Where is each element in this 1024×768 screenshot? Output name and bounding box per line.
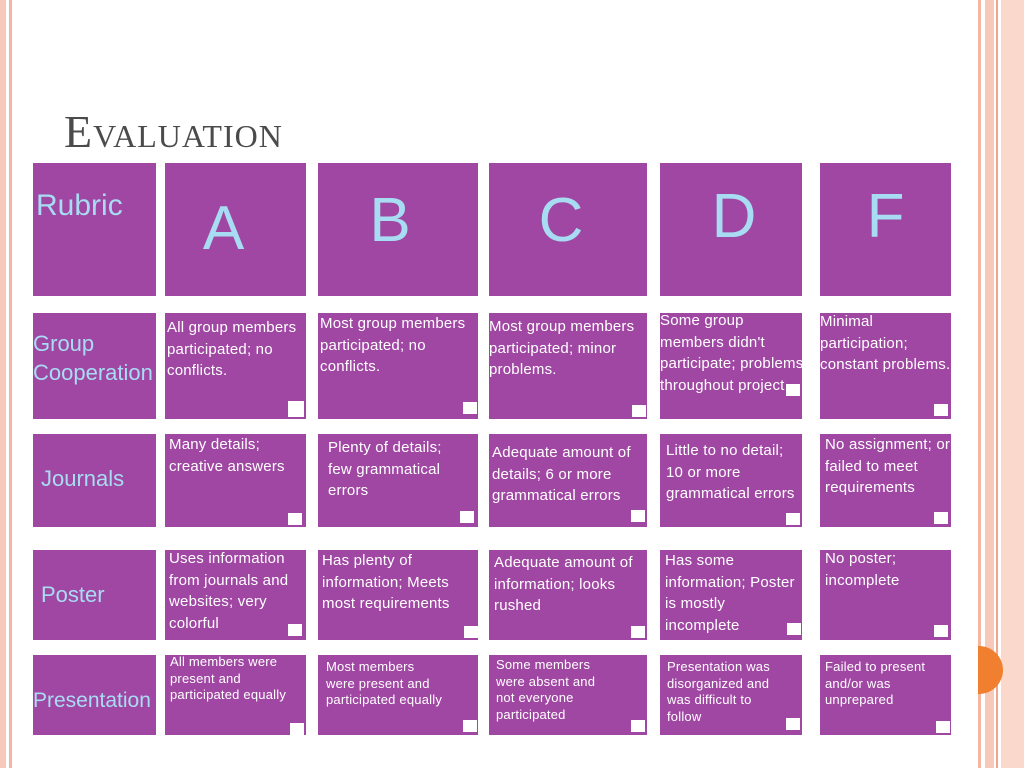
criteria-cell: Little to no detail; 10 or more grammati… <box>660 434 802 527</box>
grade-header-d: D <box>660 163 802 296</box>
grade-letter: C <box>538 186 584 255</box>
row-label: Presentation <box>33 689 151 712</box>
grade-header-b: B <box>318 163 478 296</box>
checkbox[interactable] <box>936 721 950 733</box>
criteria-cell: Most members were present and participat… <box>318 655 478 735</box>
checkbox[interactable] <box>631 720 645 732</box>
checkbox[interactable] <box>460 511 474 523</box>
row-label: Journals <box>41 466 125 491</box>
criteria-cell: Some members were absent and not everyon… <box>489 655 647 735</box>
checkbox[interactable] <box>288 513 302 525</box>
criteria-cell: Has plenty of information; Meets most re… <box>318 550 478 640</box>
criteria-cell: Most group members participated; minor p… <box>489 313 647 419</box>
criteria-cell: No assignment; or failed to meet require… <box>820 434 951 527</box>
row-label: Poster <box>41 582 105 607</box>
criteria-cell: All members were present and participate… <box>165 655 306 735</box>
criteria-cell: Adequate amount of details; 6 or more gr… <box>489 434 647 527</box>
row-label: Group Cooperation <box>33 331 153 385</box>
criteria-text: Little to no detail; 10 or more grammati… <box>666 442 795 502</box>
right-border-stripe <box>985 0 994 768</box>
criteria-cell: Most group members participated; no conf… <box>318 313 478 419</box>
criteria-text: Most group members participated; no conf… <box>320 315 466 375</box>
rubric-header-label: Rubric <box>36 189 123 222</box>
checkbox[interactable] <box>464 626 478 638</box>
row-label-poster: Poster <box>33 550 156 640</box>
grade-letter: D <box>711 182 757 251</box>
criteria-cell: Minimal participation; constant problems… <box>820 313 951 419</box>
grade-header-a: A <box>165 163 306 296</box>
checkbox[interactable] <box>288 624 302 636</box>
criteria-text: All members were present and participate… <box>170 655 287 702</box>
criteria-cell: Adequate amount of information; looks ru… <box>489 550 647 640</box>
checkbox[interactable] <box>631 510 645 522</box>
checkbox[interactable] <box>288 401 304 417</box>
grade-letter: A <box>202 194 245 263</box>
right-border-stripe-accent <box>996 0 998 768</box>
checkbox[interactable] <box>786 513 800 525</box>
criteria-cell: Failed to present and/or was unprepared <box>820 655 951 735</box>
checkbox[interactable] <box>786 718 800 730</box>
criteria-text: Many details; creative answers <box>169 436 285 475</box>
left-border-stripe <box>0 0 6 768</box>
criteria-text: Failed to present and/or was unprepared <box>825 659 926 707</box>
criteria-text: No assignment; or failed to meet require… <box>825 436 951 496</box>
criteria-cell: Many details; creative answers <box>165 434 306 527</box>
criteria-text: Has some information; Poster is mostly i… <box>665 552 795 634</box>
checkbox[interactable] <box>463 402 477 414</box>
grade-header-f: F <box>820 163 951 296</box>
criteria-text: Has plenty of information; Meets most re… <box>322 552 450 612</box>
criteria-cell: Some group members didn't participate; p… <box>660 313 802 419</box>
rubric-header-cell: Rubric <box>33 163 156 296</box>
criteria-text: Minimal participation; constant problems… <box>820 313 951 373</box>
grade-letter: B <box>369 186 411 255</box>
row-label-journals: Journals <box>33 434 156 527</box>
row-label-presentation: Presentation <box>33 655 156 735</box>
slide-title: Evaluation <box>64 106 283 157</box>
right-border-stripe-thin <box>978 0 981 768</box>
criteria-cell: Presentation was disorganized and was di… <box>660 655 802 735</box>
criteria-cell: Has some information; Poster is mostly i… <box>660 550 802 640</box>
checkbox[interactable] <box>934 512 948 524</box>
criteria-cell: Plenty of details; few grammatical error… <box>318 434 478 527</box>
criteria-text: No poster; incomplete <box>825 550 900 589</box>
checkbox[interactable] <box>631 626 645 638</box>
criteria-text: Adequate amount of details; 6 or more gr… <box>492 444 631 504</box>
right-border-stripe-wide <box>1001 0 1024 768</box>
checkbox[interactable] <box>290 723 304 735</box>
criteria-text: All group members participated; no confl… <box>167 319 297 379</box>
checkbox[interactable] <box>632 405 646 417</box>
checkbox[interactable] <box>786 384 800 396</box>
criteria-text: Adequate amount of information; looks ru… <box>494 554 633 614</box>
checkbox[interactable] <box>934 625 948 637</box>
criteria-cell: All group members participated; no confl… <box>165 313 306 419</box>
criteria-text: Presentation was disorganized and was di… <box>667 659 770 724</box>
grade-letter: F <box>866 182 905 251</box>
decorative-mask <box>948 640 978 700</box>
criteria-text: Uses information from journals and websi… <box>169 550 289 632</box>
criteria-text: Most members were present and participat… <box>326 659 443 707</box>
criteria-text: Some group members didn't participate; p… <box>660 313 802 394</box>
criteria-text: Some members were absent and not everyon… <box>496 657 596 722</box>
criteria-text: Plenty of details; few grammatical error… <box>328 439 442 499</box>
left-border-stripe-thin <box>9 0 12 768</box>
criteria-cell: Uses information from journals and websi… <box>165 550 306 640</box>
row-label-group-cooperation: Group Cooperation <box>33 313 156 419</box>
checkbox[interactable] <box>934 404 948 416</box>
criteria-text: Most group members participated; minor p… <box>489 318 635 378</box>
criteria-cell: No poster; incomplete <box>820 550 951 640</box>
checkbox[interactable] <box>787 623 801 635</box>
checkbox[interactable] <box>463 720 477 732</box>
grade-header-c: C <box>489 163 647 296</box>
